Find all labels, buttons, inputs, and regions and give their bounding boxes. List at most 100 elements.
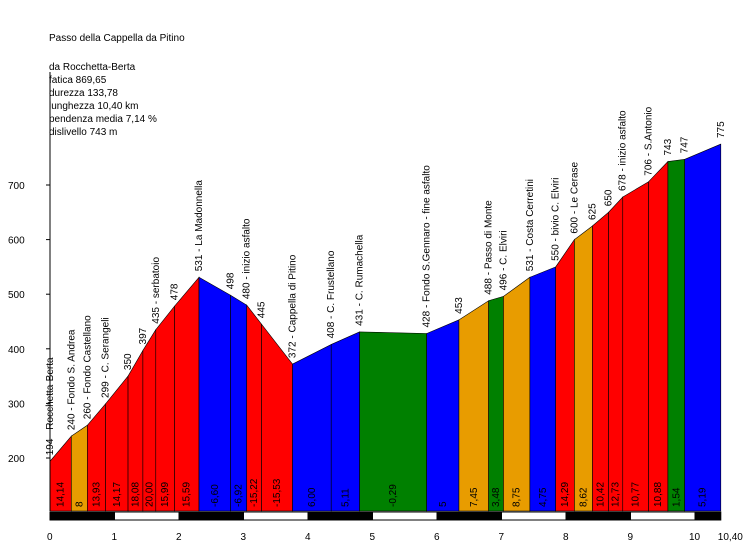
gradient-label: 5,19: [698, 487, 709, 507]
x-tick-label: 2: [176, 532, 182, 543]
waypoint-label: 531 - La Madonnella: [194, 180, 205, 272]
km-bar-segment: [694, 511, 722, 521]
climb-stats: da Rocchetta-Berta fatica 869,65 durezza…: [49, 61, 157, 139]
waypoint-label: 531 - Costa Cerretini: [525, 179, 536, 271]
profile-segment: [359, 331, 427, 512]
gradient-label: 5: [438, 501, 449, 507]
profile-segment: [70, 424, 88, 512]
gradient-label: -0,29: [388, 484, 399, 507]
gradient-label: 14,17: [112, 482, 123, 507]
profile-segment: [608, 196, 624, 512]
waypoint-label: 550 - bivio C. Elviri: [551, 178, 562, 261]
chart-title: Passo della Cappella da Pitino: [49, 33, 185, 44]
profile-segment: [330, 331, 360, 512]
profile-segment: [503, 276, 531, 512]
x-tick-label: 9: [628, 532, 634, 543]
y-tick-label: 500: [8, 290, 25, 301]
gradient-label: -15,22: [249, 478, 260, 507]
profile-segment: [458, 300, 489, 512]
profile-segment: [667, 158, 685, 512]
waypoint-label: 408 - C. Frustellano: [326, 250, 337, 338]
x-tick-label: 5: [370, 532, 376, 543]
gradient-label: -15,53: [272, 478, 283, 507]
km-bar-segment: [178, 511, 244, 521]
waypoint-label: 478: [169, 283, 180, 300]
x-tick-label: 10: [689, 532, 701, 543]
gradient-label: 14,29: [560, 482, 571, 507]
gradient-label: 4,75: [538, 487, 549, 507]
gradient-label: -6,92: [234, 484, 245, 507]
waypoint-label: 431 - C. Rumachella: [355, 234, 366, 326]
profile-segment: [622, 181, 649, 512]
stat-lunghezza: lunghezza 10,40 km: [49, 101, 139, 112]
profile-segment: [155, 305, 175, 512]
waypoint-label: 678 - inizio asfalto: [618, 110, 629, 191]
stat-dislivello: dislivello 743 m: [49, 127, 118, 138]
waypoint-label: 397: [138, 327, 149, 344]
waypoint-label: 747: [680, 136, 691, 153]
waypoint-label: 650: [604, 189, 615, 206]
waypoint-label: 496 - C. Elviri: [498, 230, 509, 290]
gradient-label: 8: [74, 501, 85, 507]
gradient-label: 1,54: [671, 487, 682, 507]
profile-segment: [555, 238, 575, 512]
y-tick-label: 700: [8, 181, 25, 192]
gradient-label: 10,77: [631, 482, 642, 507]
gradient-label: 5,11: [340, 488, 351, 507]
gradient-label: 10,88: [653, 482, 664, 507]
waypoint-label: 350: [123, 353, 134, 370]
gradient-label: 15,99: [160, 482, 171, 507]
gradient-label: 15,59: [182, 482, 193, 507]
profile-segment: [230, 294, 248, 512]
km-bar-segment: [243, 511, 309, 521]
stat-start: da Rocchetta-Berta: [49, 62, 136, 73]
gradient-label: 8,75: [512, 487, 523, 507]
waypoint-label: 488 - Passo di Monte: [484, 200, 495, 295]
x-tick-label: 6: [434, 532, 440, 543]
x-tick-label: 1: [112, 532, 118, 543]
gradient-label: 6,00: [307, 487, 318, 507]
km-bar-segment: [565, 511, 631, 521]
waypoint-label: 260 - Fondo Castellano: [82, 315, 93, 419]
km-bar-segment: [49, 511, 115, 521]
waypoint-label: 299 - C. Serangeli: [100, 317, 111, 398]
gradient-label: 18,08: [130, 482, 141, 507]
km-bar-segment: [114, 511, 180, 521]
km-bar-segment: [307, 511, 373, 521]
x-tick-label: 7: [499, 532, 505, 543]
waypoint-label: 600 - Le Cerase: [569, 161, 580, 233]
stat-pendenza: pendenza media 7,14 %: [49, 114, 157, 125]
gradient-label: 10,42: [596, 482, 607, 507]
profile-segment: [426, 319, 460, 512]
profile-segment: [648, 160, 669, 512]
y-tick-label: 600: [8, 236, 25, 247]
waypoint-label: 625: [587, 203, 598, 220]
waypoint-label: 498: [226, 272, 237, 289]
x-tick-label: 10,40: [718, 532, 743, 543]
waypoint-label: 445: [257, 301, 268, 318]
waypoint-label: 240 - Fondo S. Andrea: [66, 329, 77, 430]
km-bar-segment: [501, 511, 567, 521]
waypoint-label: 372 - Cappella di Pitino: [288, 254, 299, 358]
waypoint-label: 435 - serbatoio: [151, 257, 162, 324]
profile-segment: [198, 276, 231, 512]
waypoint-label: 775: [716, 121, 727, 138]
gradient-label: 3,48: [491, 487, 502, 507]
x-tick-label: 3: [241, 532, 247, 543]
y-tick-label: 200: [8, 454, 25, 465]
waypoint-label: 743: [663, 138, 674, 155]
profile-segment: [174, 276, 200, 512]
stat-durezza: durezza 133,78: [49, 88, 118, 99]
km-bar-segment: [630, 511, 696, 521]
gradient-label: 12,73: [611, 482, 622, 507]
km-bar-segment: [372, 511, 438, 521]
y-tick-label: 400: [8, 345, 25, 356]
stat-fatica: fatica 869,65: [49, 75, 107, 86]
profile-segment: [488, 295, 504, 512]
y-tick-label: 300: [8, 399, 25, 410]
gradient-label: 14,14: [56, 482, 67, 507]
gradient-label: 8,62: [578, 487, 589, 507]
gradient-label: 13,93: [91, 482, 102, 507]
profile-segment: [592, 211, 609, 512]
